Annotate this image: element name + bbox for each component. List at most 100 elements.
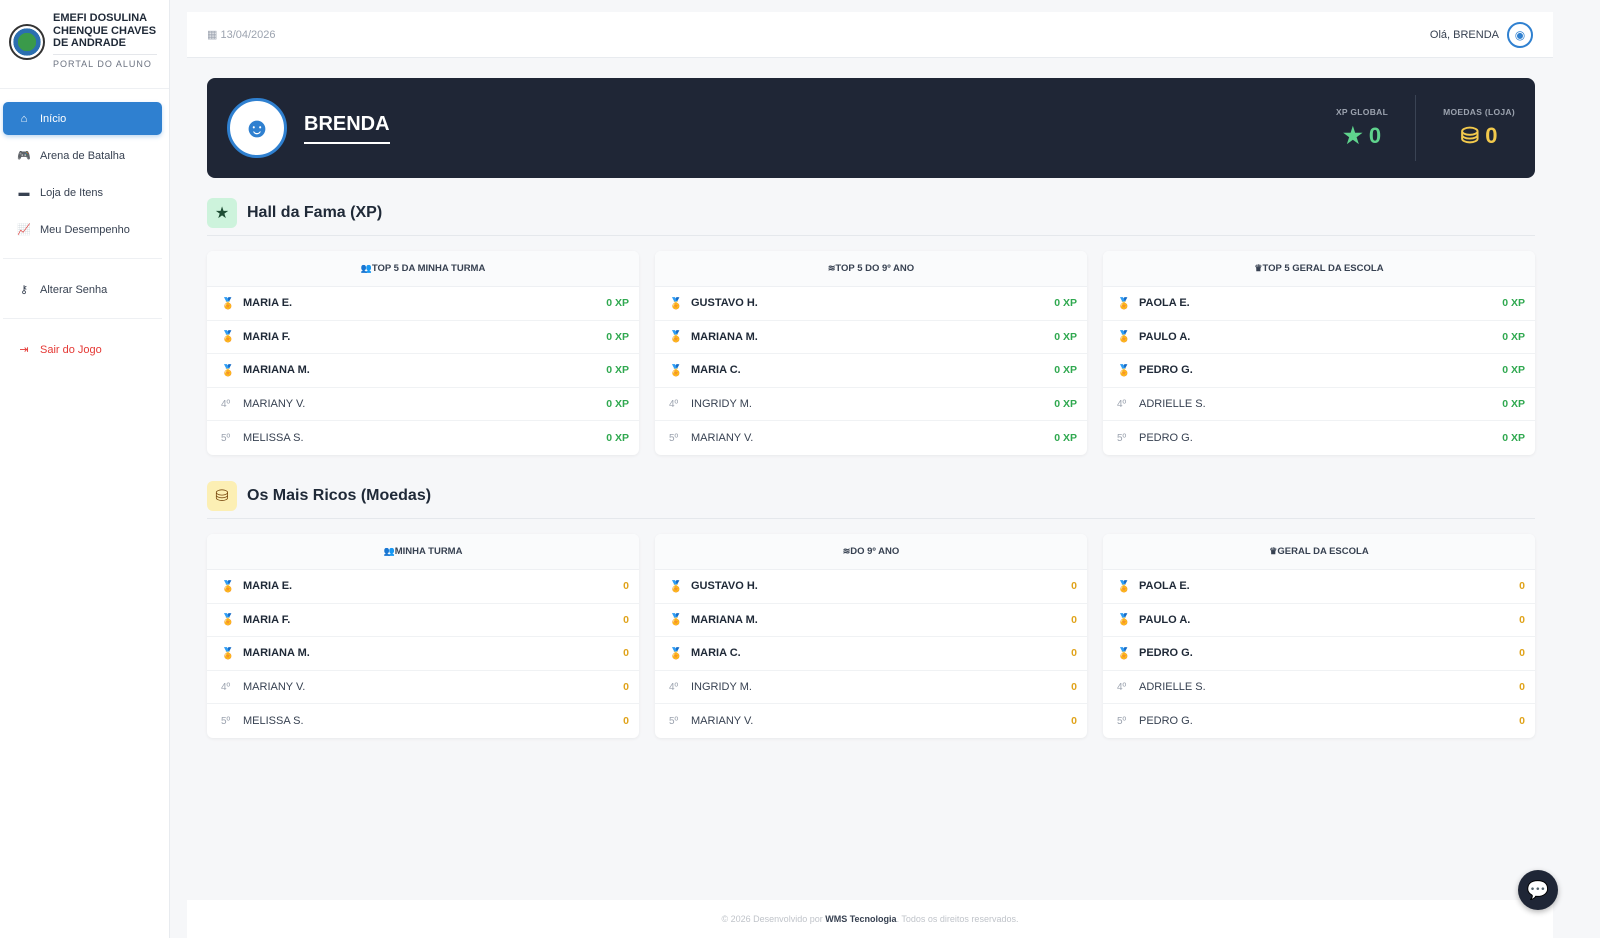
player-name: MARIANY V. bbox=[691, 715, 754, 728]
ranking-row: 🏅 MARIANA M. 0 XP bbox=[207, 354, 639, 388]
score-unit: XP bbox=[1060, 364, 1077, 377]
score-value: 0 XP bbox=[1502, 364, 1525, 376]
sidebar-item-1[interactable]: 🎮 Arena de Batalha bbox=[3, 139, 162, 172]
ranking-row: 🏅 PEDRO G. 0 XP bbox=[1103, 354, 1535, 388]
ranking-card: ♛ TOP 5 GERAL DA ESCOLA 🏅 PAOLA E. 0 XP 🏅 PAU… bbox=[1103, 251, 1535, 455]
ranking-row: 4º ADRIELLE S. 0 bbox=[1103, 671, 1535, 705]
score: 0 bbox=[606, 297, 613, 310]
rank-number: 5º bbox=[669, 432, 679, 444]
score: 0 bbox=[1519, 580, 1525, 593]
score-unit: XP bbox=[1508, 297, 1525, 310]
ranking-row: 4º MARIANY V. 0 XP bbox=[207, 388, 639, 422]
ranking-card-title: TOP 5 GERAL DA ESCOLA bbox=[1262, 263, 1384, 274]
medal-icon: 🏅 bbox=[669, 580, 683, 593]
ranking-card-title: DO 9º ANO bbox=[850, 546, 900, 557]
player-name: MARIA C. bbox=[691, 364, 741, 377]
score-value: 0 bbox=[623, 580, 629, 592]
crown-icon: ♛ bbox=[1269, 546, 1278, 556]
score-value: 0 bbox=[1519, 647, 1525, 659]
store-icon: ▬ bbox=[18, 186, 30, 199]
profile-banner: ☻ BRENDA XP GLOBAL ★ 0 MOEDAS (LOJA) ⛁ 0 bbox=[207, 78, 1535, 178]
ranking-row: 4º INGRIDY M. 0 bbox=[655, 671, 1087, 705]
ranking-row: 🏅 PEDRO G. 0 bbox=[1103, 637, 1535, 671]
calendar-icon: ▦ bbox=[207, 29, 221, 41]
school-name: EMEFI DOSULINA CHENQUE CHAVES DE ANDRADE bbox=[53, 12, 157, 49]
score: 0 bbox=[606, 398, 613, 411]
score-unit: XP bbox=[1060, 330, 1077, 343]
rank-number: 4º bbox=[669, 398, 679, 410]
ranking-card-header: ♛ GERAL DA ESCOLA bbox=[1103, 534, 1535, 570]
xp-label: XP GLOBAL bbox=[1335, 107, 1389, 117]
score-value: 0 XP bbox=[606, 331, 629, 343]
player-name: MARIA F. bbox=[243, 330, 291, 343]
rank-number: 5º bbox=[1117, 715, 1127, 727]
player-name: MARIANY V. bbox=[691, 432, 754, 445]
score-value: 0 XP bbox=[606, 398, 629, 410]
sidebar-item-label: Meu Desempenho bbox=[40, 223, 130, 236]
score-value: 0 bbox=[623, 647, 629, 659]
sidebar-item-change-password[interactable]: ⚷ Alterar Senha bbox=[3, 273, 162, 306]
stat-divider bbox=[1415, 95, 1417, 161]
medal-icon: 🏅 bbox=[669, 647, 683, 660]
score: 0 bbox=[606, 432, 613, 445]
player-name: PEDRO G. bbox=[1139, 647, 1193, 660]
ranking-card-header: ≋ TOP 5 DO 9º ANO bbox=[655, 251, 1087, 287]
score-value: 0 bbox=[1519, 715, 1525, 727]
sidebar-item-3[interactable]: 📈 Meu Desempenho bbox=[3, 213, 162, 246]
player-name: PAOLA E. bbox=[1139, 580, 1190, 593]
rank-number: 5º bbox=[1117, 432, 1127, 444]
player-name: MARIA E. bbox=[243, 580, 293, 593]
sidebar-item-label: Arena de Batalha bbox=[40, 149, 126, 162]
medal-icon: 🏅 bbox=[221, 647, 235, 660]
chat-bubbles-icon: 💬 bbox=[1526, 879, 1550, 900]
score: 0 bbox=[1502, 364, 1509, 377]
sidebar-nav: ⌂ Início 🎮 Arena de Batalha ▬ Loja de Itens 📈 M… bbox=[0, 89, 169, 366]
score: 0 bbox=[623, 580, 629, 593]
score-value: 0 XP bbox=[1054, 331, 1077, 343]
school-brand: EMEFI DOSULINA CHENQUE CHAVES DE ANDRADE… bbox=[0, 0, 169, 89]
sidebar-item-logout[interactable]: ⇥ Sair do Jogo bbox=[3, 333, 162, 366]
rank-number: 4º bbox=[1117, 398, 1127, 410]
medal-icon: 🏅 bbox=[221, 580, 235, 593]
xp-value: 0 bbox=[1368, 123, 1382, 148]
score-value: 0 XP bbox=[1502, 331, 1525, 343]
score-value: 0 XP bbox=[1054, 364, 1077, 376]
users-icon: 👥 bbox=[383, 546, 395, 556]
star-icon: ★ bbox=[207, 198, 237, 228]
sidebar-item-2[interactable]: ▬ Loja de Itens bbox=[3, 176, 162, 209]
score-value: 0 bbox=[1071, 580, 1077, 592]
score-value: 0 XP bbox=[1054, 432, 1077, 444]
ranking-row: 🏅 GUSTAVO H. 0 bbox=[655, 570, 1087, 604]
ranking-row: 🏅 MARIANA M. 0 XP bbox=[655, 321, 1087, 355]
user-menu[interactable]: Olá, BRENDA ◉ bbox=[1430, 21, 1533, 48]
coins-label: MOEDAS (LOJA) bbox=[1443, 107, 1515, 117]
footer-link[interactable]: WMS Tecnologia bbox=[825, 914, 897, 924]
sidebar-item-0[interactable]: ⌂ Início bbox=[3, 102, 162, 135]
gamepad-icon: 🎮 bbox=[17, 150, 31, 162]
score: 0 bbox=[1071, 613, 1077, 626]
ranking-row: 🏅 GUSTAVO H. 0 XP bbox=[655, 287, 1087, 321]
player-name: PAULO A. bbox=[1139, 613, 1191, 626]
score: 0 bbox=[1502, 432, 1509, 445]
score: 0 bbox=[1519, 715, 1525, 728]
chat-button[interactable]: 💬 bbox=[1518, 870, 1558, 910]
ranking-card-title: TOP 5 DA MINHA TURMA bbox=[371, 263, 486, 274]
score: 0 bbox=[1519, 613, 1525, 626]
ranking-row: 5º PEDRO G. 0 bbox=[1103, 704, 1535, 738]
player-name: PEDRO G. bbox=[1139, 715, 1193, 728]
score-value: 0 XP bbox=[1054, 398, 1077, 410]
crown-icon: ♛ bbox=[1254, 263, 1263, 273]
coins-icon: ⛁ bbox=[207, 481, 237, 511]
user-icon[interactable]: ◉ bbox=[1507, 21, 1533, 48]
player-name: MARIANA M. bbox=[691, 330, 758, 343]
score-unit: XP bbox=[1060, 398, 1077, 411]
footer-text: © 2026 Desenvolvido por bbox=[721, 914, 826, 924]
rank-number: 4º bbox=[669, 681, 679, 693]
player-name: MARIANA M. bbox=[243, 364, 310, 377]
score: 0 bbox=[1071, 681, 1077, 694]
date-text: 13/04/2026 bbox=[220, 29, 276, 41]
ranking-card-header: 👥 TOP 5 DA MINHA TURMA bbox=[207, 251, 639, 287]
ranking-card: ♛ GERAL DA ESCOLA 🏅 PAOLA E. 0 🏅 PAULO A. 0 🏅 PE… bbox=[1103, 534, 1535, 738]
ranking-row: 🏅 PAOLA E. 0 bbox=[1103, 570, 1535, 604]
ranking-row: 🏅 MARIANA M. 0 bbox=[655, 604, 1087, 638]
